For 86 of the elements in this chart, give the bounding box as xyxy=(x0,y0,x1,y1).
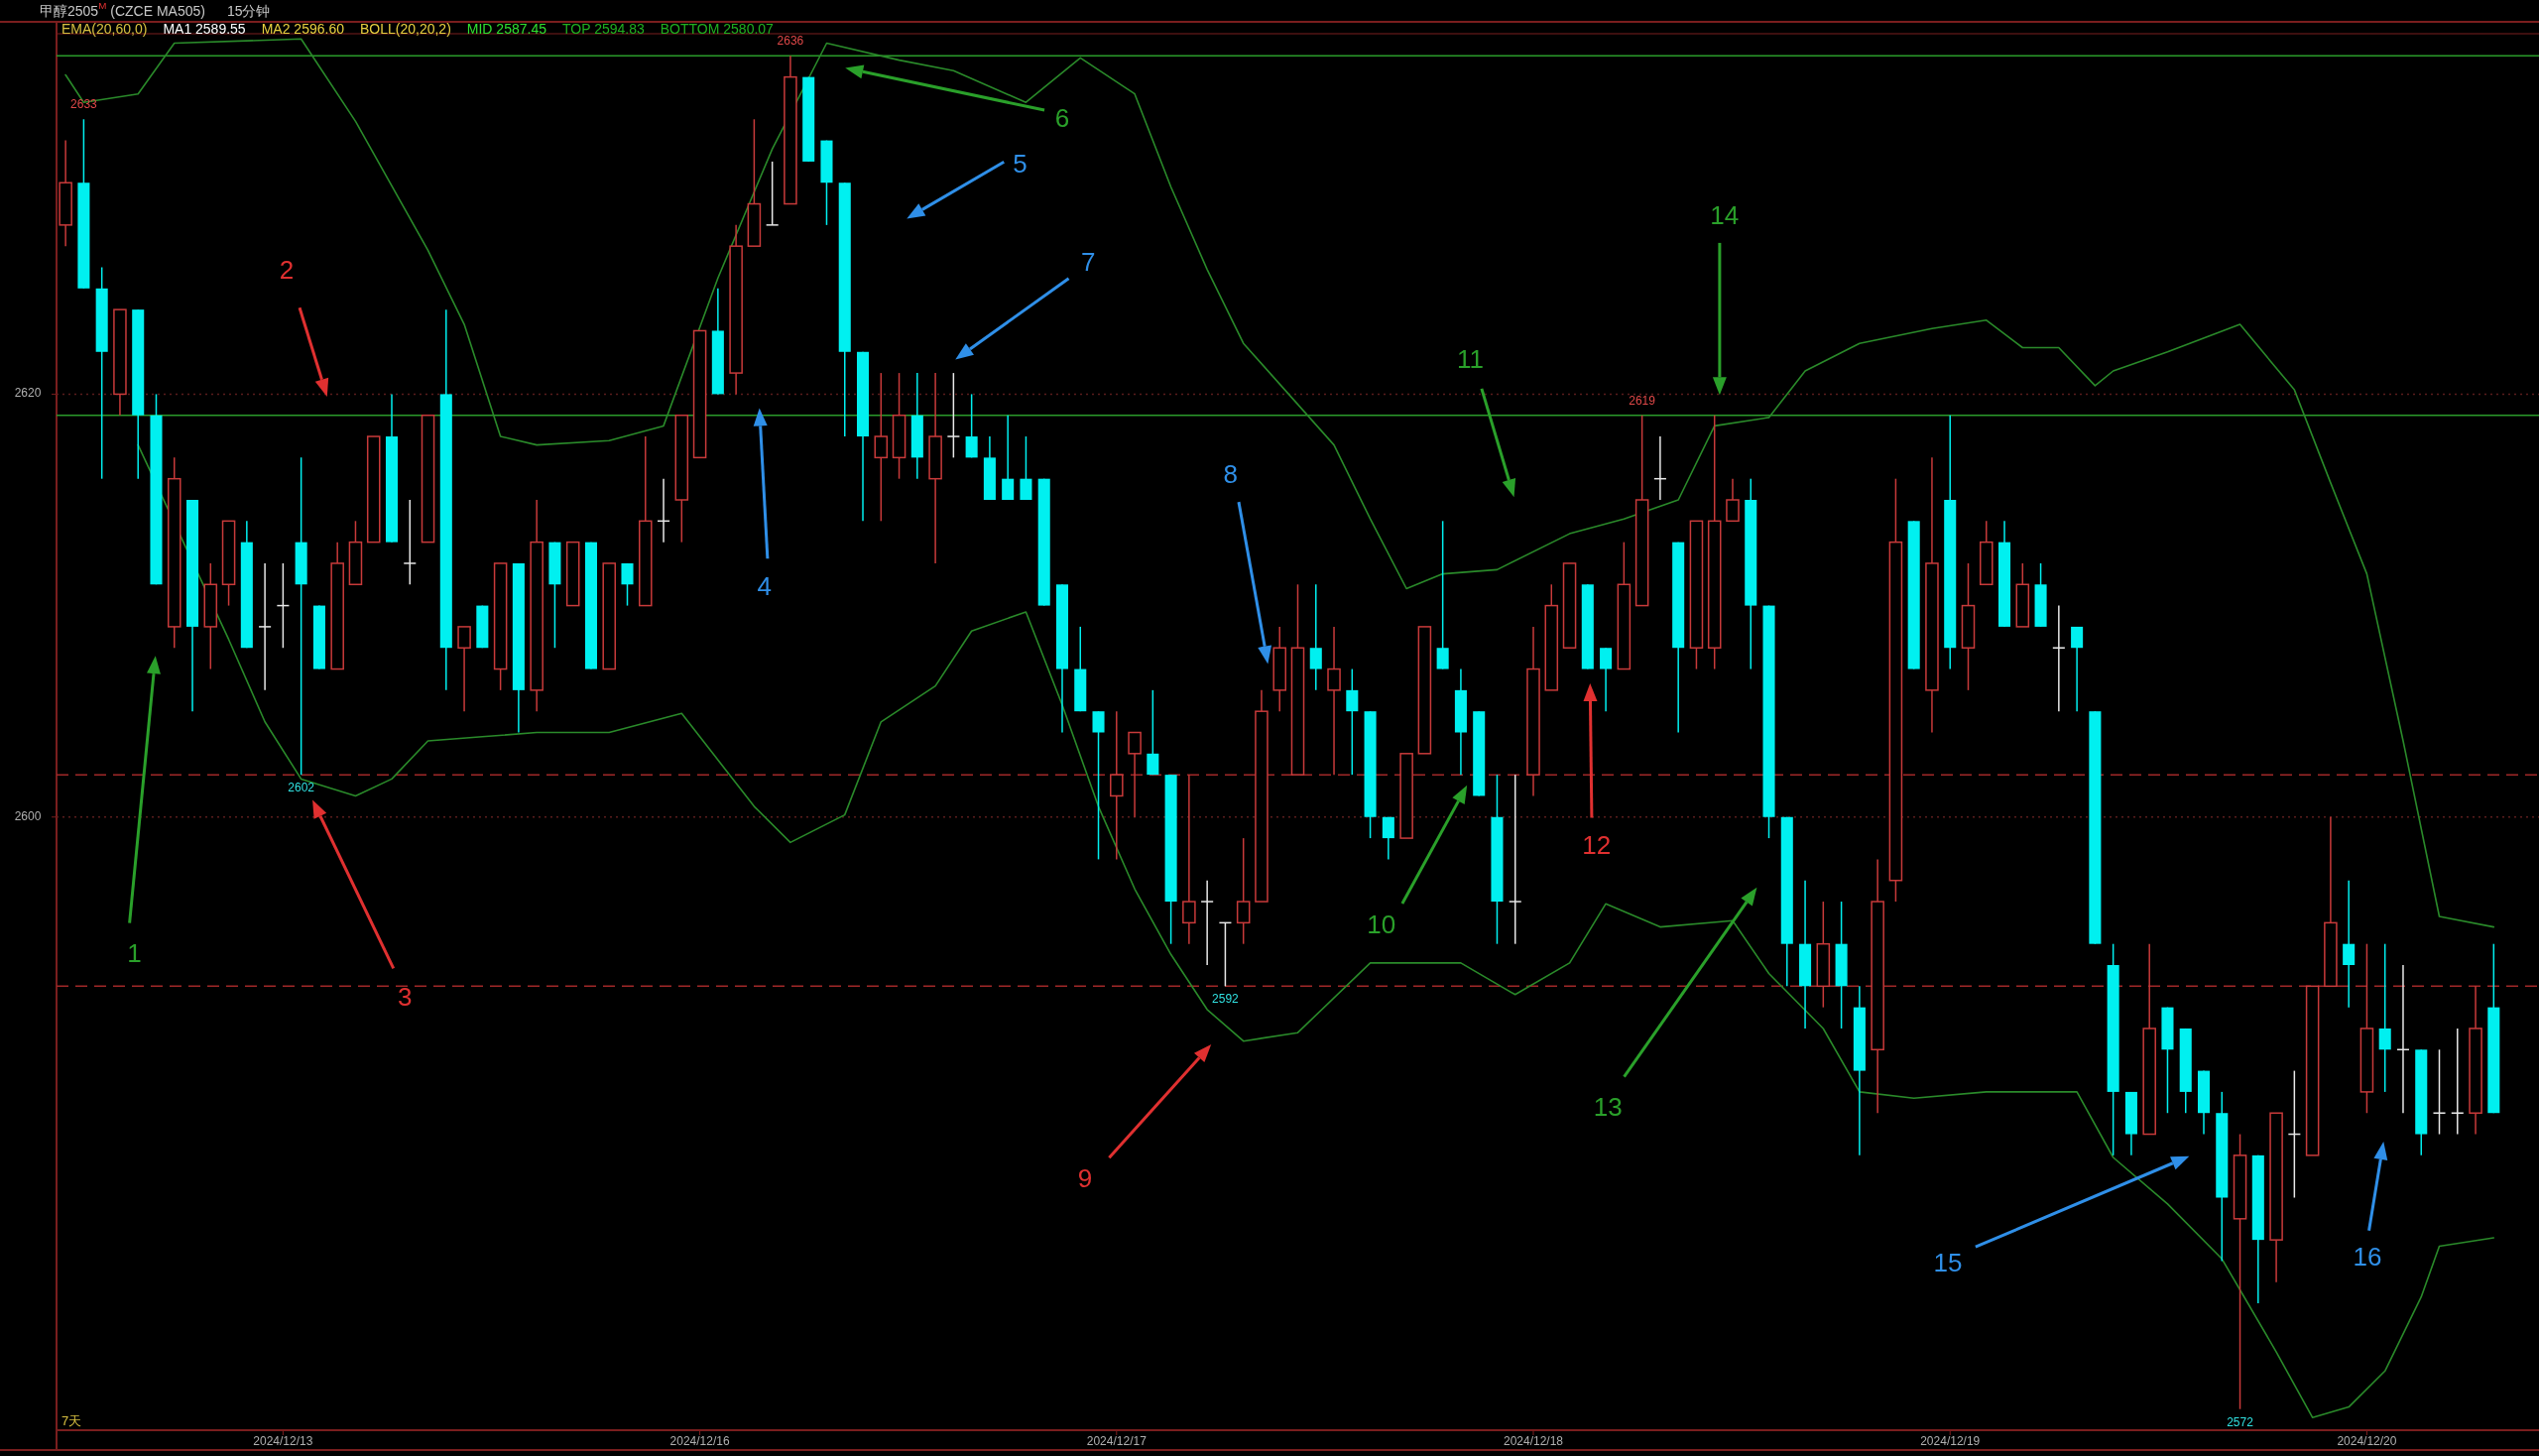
x-tick-label: 2024/12/19 xyxy=(1920,1434,1981,1449)
annotation: TOP 2594.83 xyxy=(561,20,645,37)
candlestick xyxy=(1600,647,1613,712)
candlestick xyxy=(874,372,889,523)
candlestick xyxy=(1382,816,1394,861)
annotation: 2602 xyxy=(288,781,315,795)
candlestick xyxy=(1147,689,1159,776)
candlestick xyxy=(2343,879,2356,1009)
chart-title: 甲醇2505$^{M}$ (CZCE MA505) xyxy=(40,0,205,19)
x-tick-label: 2024/12/17 xyxy=(1086,1434,1148,1449)
candlestick xyxy=(1020,435,1032,501)
annotation: 8 xyxy=(1223,458,1239,489)
candlestick xyxy=(621,562,634,607)
candlestick xyxy=(2233,1133,2247,1410)
candlestick xyxy=(1309,583,1322,691)
annotation: 2 xyxy=(279,255,295,286)
x-tick-label: 2024/12/20 xyxy=(2337,1434,2397,1449)
annotation: MID 2587.45 xyxy=(466,20,547,37)
annotation: MA2 2596.60 xyxy=(261,20,345,37)
candlestick xyxy=(59,139,72,247)
candlestick xyxy=(1436,520,1449,670)
annotation: 5 xyxy=(1013,148,1028,179)
candlestick xyxy=(203,562,218,670)
annotation: BOTTOM 2580.07 xyxy=(660,20,775,37)
candlestick xyxy=(403,499,418,586)
y-tick-label: 2620 xyxy=(14,386,42,401)
x-tick-label: 2024/12/13 xyxy=(253,1434,313,1449)
y-tick-label: 2600 xyxy=(14,808,42,823)
candlestick xyxy=(765,161,780,226)
candlestick xyxy=(965,393,978,459)
annotation: 7 xyxy=(1080,247,1096,277)
candlestick xyxy=(1707,414,1722,670)
candlestick xyxy=(2359,942,2374,1114)
candlestick xyxy=(2378,942,2391,1093)
annotation: 12 xyxy=(1582,829,1612,860)
candlestick xyxy=(2071,626,2084,712)
candlestick xyxy=(1871,858,1884,1114)
candlestick xyxy=(1236,837,1251,945)
annotation: 14 xyxy=(1710,199,1740,230)
annotation: 2636 xyxy=(777,34,804,49)
annotation: 13 xyxy=(1593,1092,1623,1123)
candlestick xyxy=(2052,604,2066,712)
annotation: 1 xyxy=(127,938,142,969)
candlestick xyxy=(1925,456,1939,734)
annotation: 7天 xyxy=(61,1413,82,1429)
candlestick xyxy=(167,456,181,649)
annotation: 4 xyxy=(757,570,772,601)
annotation: 6 xyxy=(1054,102,1070,133)
annotation: 2572 xyxy=(2227,1414,2254,1429)
annotation: BOLL(20,20,2) xyxy=(359,20,451,37)
candlestick xyxy=(892,372,907,480)
x-tick-label: 2024/12/16 xyxy=(669,1434,730,1449)
candlestick xyxy=(1346,667,1359,776)
candlestick xyxy=(1002,414,1015,501)
annotation: 10 xyxy=(1367,909,1396,939)
annotation: MA1 2589.55 xyxy=(163,20,246,37)
candlestick xyxy=(1888,477,1903,903)
annotation: 2619 xyxy=(1629,393,1656,408)
chart-subtitle: 15分钟 xyxy=(226,2,271,19)
annotation: 11 xyxy=(1456,343,1484,374)
candlestick xyxy=(1816,901,1831,1009)
candlestick xyxy=(1272,626,1287,712)
annotation: 15 xyxy=(1933,1247,1963,1277)
candlestick xyxy=(946,372,961,459)
candlestick xyxy=(1508,774,1522,945)
x-tick-label: 2024/12/18 xyxy=(1503,1434,1564,1449)
candlestick xyxy=(729,224,743,396)
annotation: 2592 xyxy=(1212,992,1240,1007)
candlestick xyxy=(2469,985,2482,1136)
candlestick xyxy=(1200,879,1214,966)
candlestick xyxy=(1092,710,1105,861)
candlestick xyxy=(2451,1028,2465,1136)
annotation: EMA(20,60,0) xyxy=(61,20,148,37)
candlestick xyxy=(1961,562,1976,691)
candlestick xyxy=(1110,710,1124,861)
candlestick xyxy=(258,562,272,691)
annotation: 3 xyxy=(397,982,413,1013)
candlestick xyxy=(2432,1048,2447,1136)
annotation: 2633 xyxy=(70,97,98,112)
annotation: 16 xyxy=(2353,1241,2382,1272)
candlestick xyxy=(1526,626,1540,797)
candlestick xyxy=(1182,774,1196,945)
candlestick xyxy=(1327,626,1341,776)
candlestick xyxy=(928,372,942,564)
annotation: 9 xyxy=(1077,1163,1093,1194)
candlestick xyxy=(530,499,544,712)
